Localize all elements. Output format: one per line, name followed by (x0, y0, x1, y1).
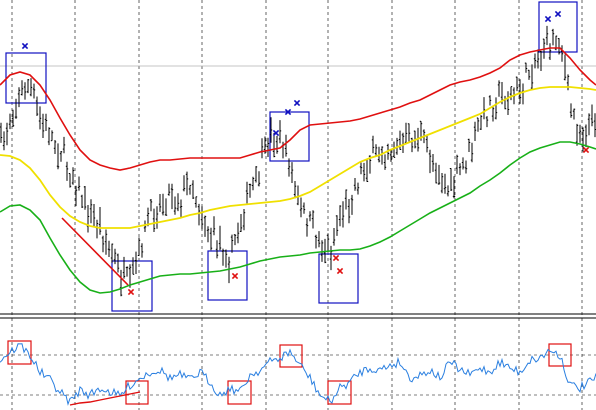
middle-band-line (0, 86, 596, 229)
sell-signal-box (538, 1, 578, 53)
oscillator-overbought-box (7, 340, 32, 365)
bands (0, 47, 596, 294)
sell-marker (21, 42, 29, 50)
oscillator-trend-line (69, 391, 141, 406)
oscillator-panel (0, 343, 596, 406)
oscillator-overbought-box (279, 344, 303, 368)
oscillator-overbought-box (548, 343, 572, 367)
trend-line (61, 217, 129, 286)
oscillator-line (0, 343, 596, 406)
buy-marker (332, 254, 340, 262)
sell-marker (544, 15, 552, 23)
price-bars (0, 25, 596, 297)
lower-band-line (0, 141, 596, 294)
buy-marker (582, 146, 590, 154)
sell-marker (554, 10, 562, 18)
buy-marker (336, 267, 344, 275)
buy-signal-box (207, 250, 248, 301)
sell-marker (284, 108, 292, 116)
buy-signal-box (318, 253, 359, 304)
buy-marker (127, 288, 135, 296)
oscillator-oversold-box (327, 380, 352, 405)
sell-marker (293, 99, 301, 107)
upper-band-line (0, 47, 596, 171)
oscillator-oversold-box (227, 380, 252, 405)
signal-markers (21, 10, 590, 296)
sell-marker (272, 129, 280, 137)
buy-marker (231, 272, 239, 280)
buy-signal-box (111, 260, 153, 312)
